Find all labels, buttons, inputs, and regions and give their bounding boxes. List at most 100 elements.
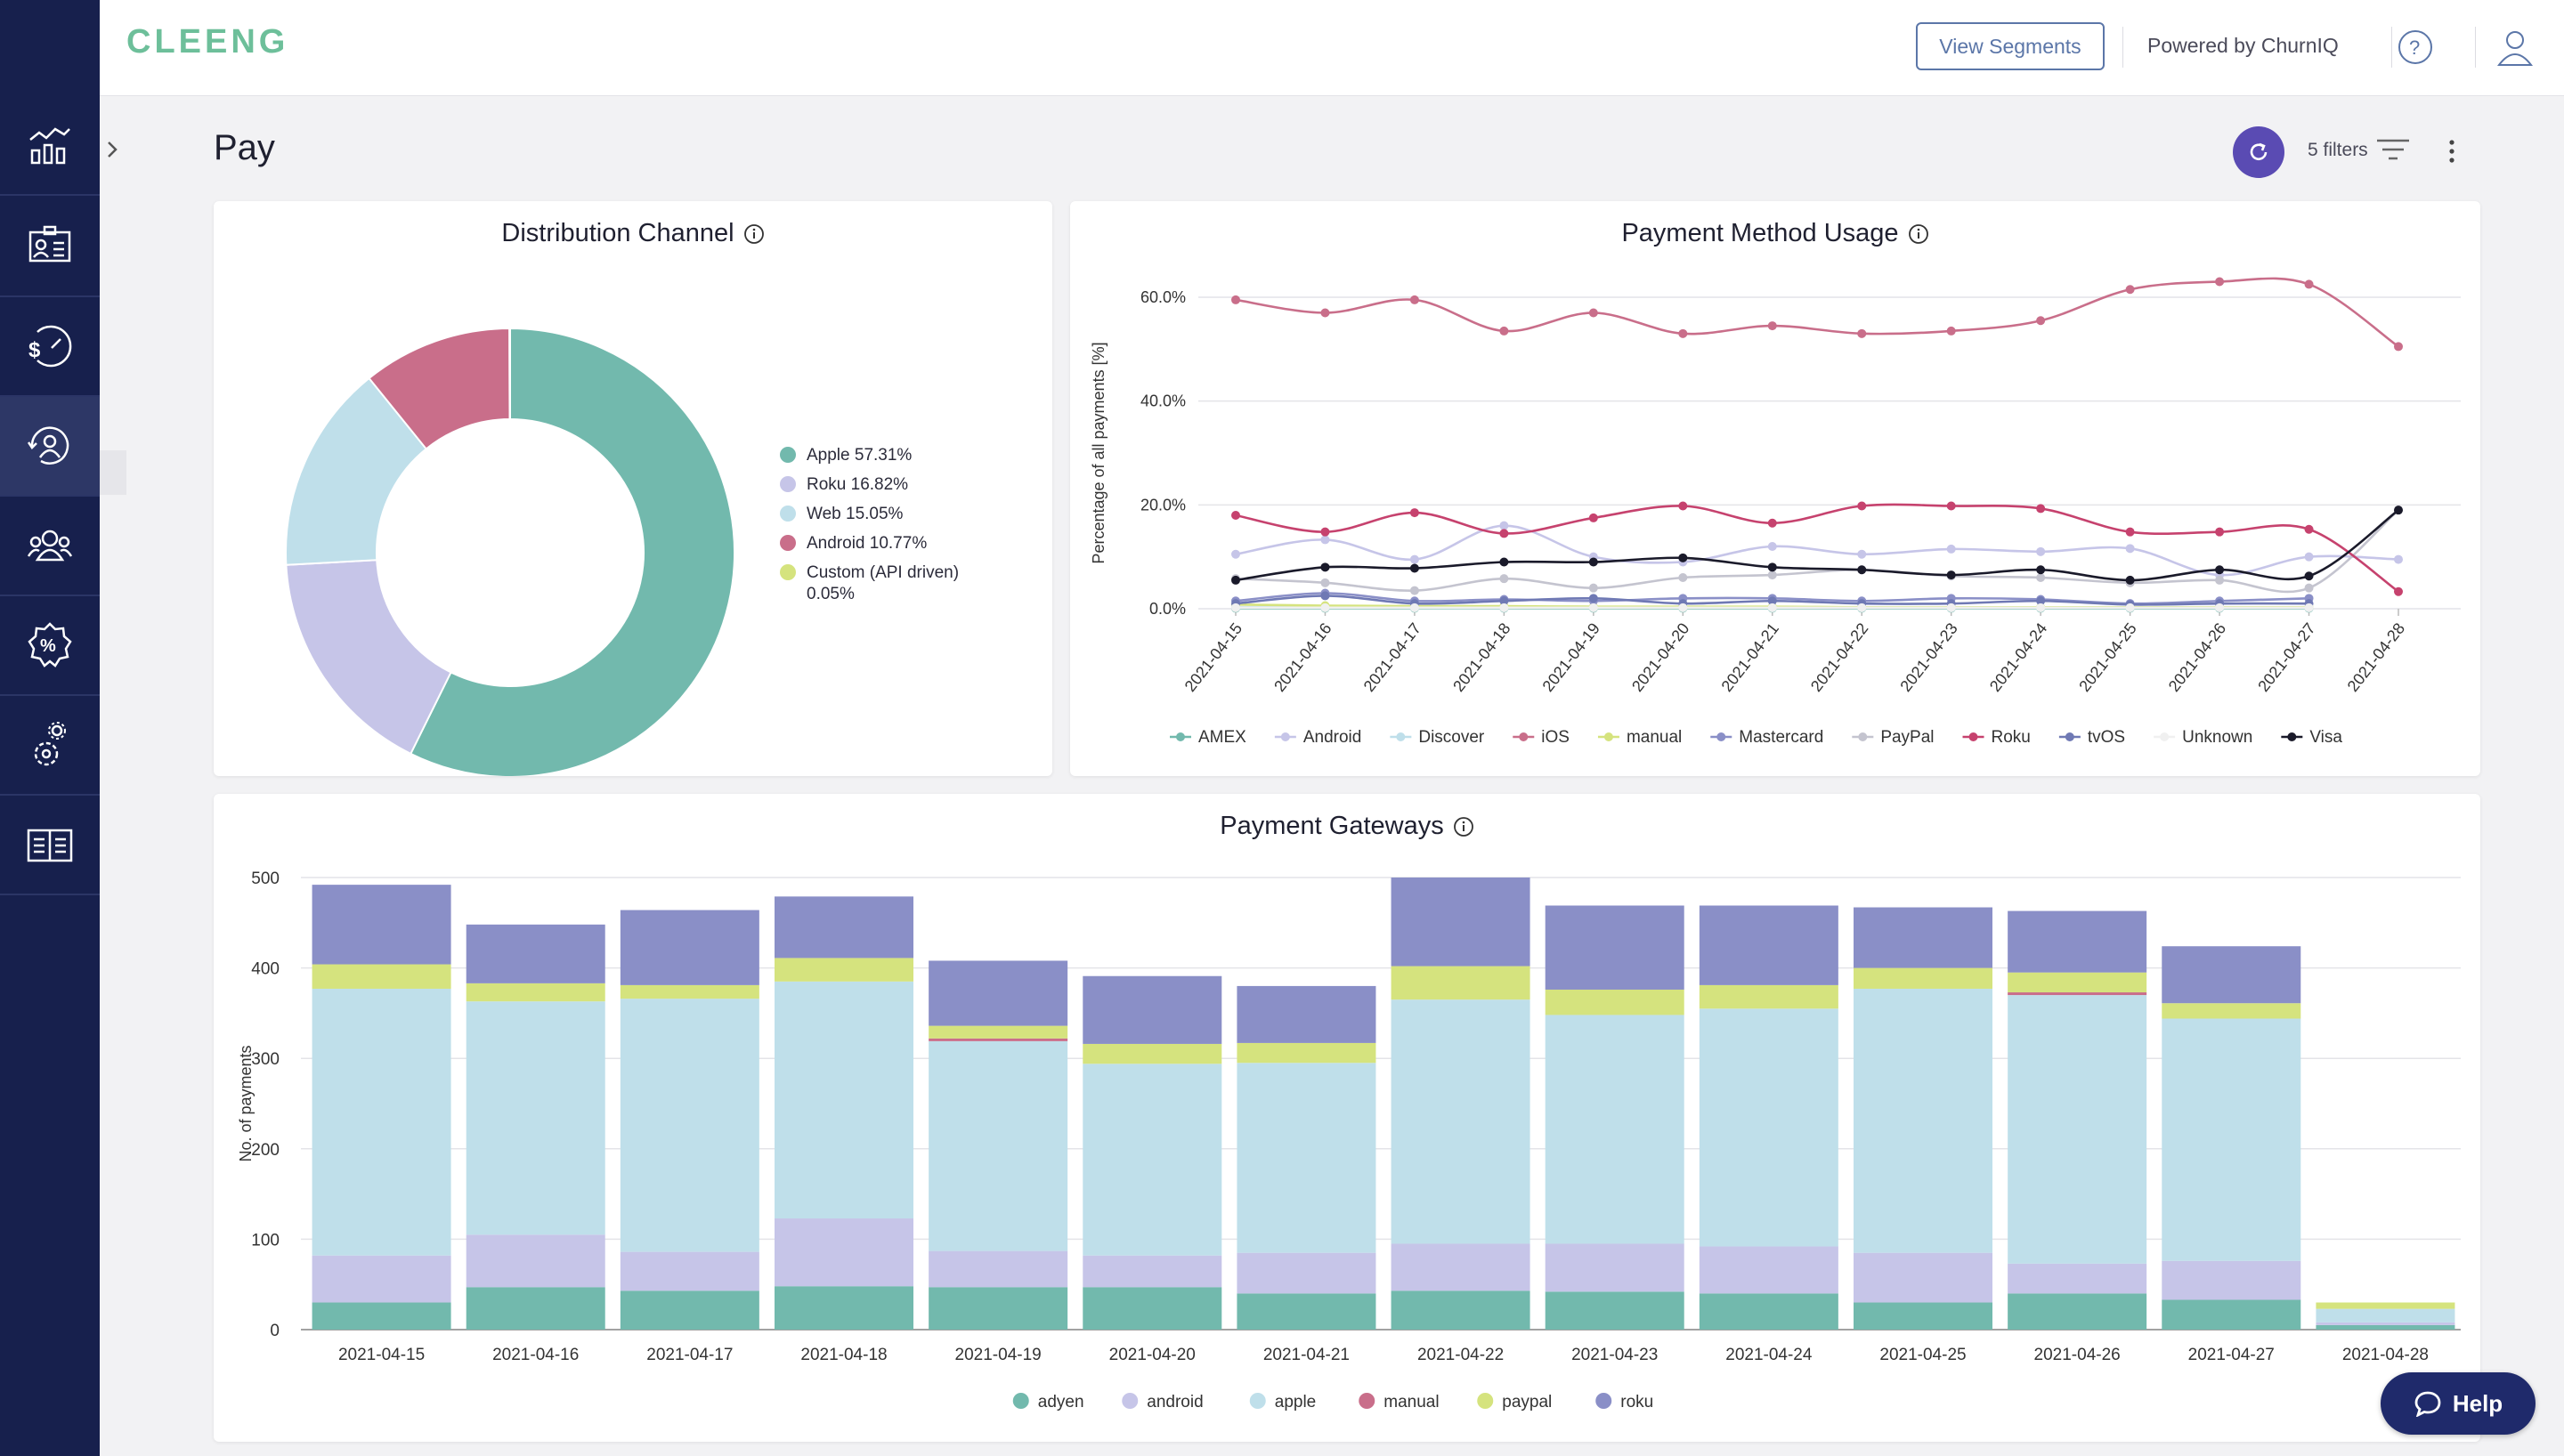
info-icon[interactable] [1453,816,1474,837]
bar-segment-android[interactable] [1391,1243,1530,1291]
data-point-roku[interactable] [1231,511,1240,520]
bar-segment-roku[interactable] [775,896,913,959]
more-options-icon[interactable] [2446,133,2457,169]
bar-segment-apple[interactable] [620,999,759,1252]
data-point-ios[interactable] [1499,326,1509,336]
sidebar-item-revenue[interactable]: $ [0,297,100,397]
bar-segment-roku[interactable] [1545,905,1684,990]
data-point-roku[interactable] [2394,586,2403,596]
data-point-ios[interactable] [1678,328,1688,338]
data-point-visa[interactable] [1409,563,1419,573]
legend-item[interactable]: PayPal [1852,728,1935,747]
bar-segment-android[interactable] [929,1250,1068,1288]
legend-item[interactable]: Roku [1962,728,2031,747]
bar-segment-android[interactable] [775,1218,913,1287]
data-point-tvos[interactable] [1320,591,1330,601]
data-point-roku[interactable] [2304,524,2314,534]
legend-item[interactable]: Visa [2281,728,2342,747]
data-point-unknown[interactable] [1231,603,1240,612]
data-point-android[interactable] [1320,535,1330,545]
data-point-ios[interactable] [1767,321,1777,331]
data-point-tvos[interactable] [1588,594,1598,603]
bar-segment-android[interactable] [1854,1252,1992,1303]
legend-item[interactable]: Android [1274,728,1362,747]
bar-segment-roku[interactable] [1854,907,1992,968]
sidebar-item-analytics[interactable] [0,96,100,196]
data-point-unknown[interactable] [1320,603,1330,612]
bar-segment-roku[interactable] [620,910,759,985]
bar-segment-adyen[interactable] [466,1287,605,1330]
bar-segment-apple[interactable] [775,981,913,1219]
cleeng-logo[interactable]: CLEENG [126,23,289,61]
data-point-visa[interactable] [2215,565,2225,575]
data-point-visa[interactable] [2125,575,2135,585]
legend-item[interactable]: paypal [1477,1393,1552,1412]
bar-segment-adyen[interactable] [775,1286,913,1330]
data-point-ios[interactable] [1857,328,1867,338]
refresh-button[interactable] [2233,126,2284,178]
legend-item[interactable]: adyen [1012,1393,1084,1412]
bar-segment-adyen[interactable] [1083,1287,1222,1330]
data-point-tvos[interactable] [1499,596,1509,606]
data-point-android[interactable] [2394,554,2403,564]
bar-segment-paypal[interactable] [775,958,913,982]
series-line-roku[interactable] [1235,503,2399,593]
data-point-ios[interactable] [2036,316,2046,326]
bar-segment-paypal[interactable] [1699,984,1838,1009]
data-point-paypal[interactable] [1767,570,1777,580]
bar-segment-paypal[interactable] [312,964,451,989]
sidebar-expand-button[interactable] [100,125,125,174]
data-point-roku[interactable] [2036,504,2046,514]
bar-segment-apple[interactable] [2316,1308,2455,1323]
sidebar-item-retention[interactable] [0,397,100,497]
bar-segment-apple[interactable] [1545,1015,1684,1244]
legend-item[interactable]: manual [1597,728,1682,747]
data-point-roku[interactable] [2215,527,2225,537]
bar-segment-android[interactable] [466,1234,605,1288]
data-point-visa[interactable] [1857,565,1867,575]
bar-segment-apple[interactable] [466,1001,605,1235]
filters-count[interactable]: 5 filters [2308,140,2368,160]
bar-segment-manual[interactable] [2008,992,2147,996]
data-point-ios[interactable] [1320,308,1330,318]
data-point-visa[interactable] [1767,562,1777,572]
legend-item[interactable]: apple [1249,1393,1317,1412]
data-point-visa[interactable] [1231,575,1240,585]
bar-segment-roku[interactable] [1699,905,1838,985]
data-point-android[interactable] [1231,549,1240,559]
legend-item[interactable]: iOS [1513,728,1570,747]
data-point-paypal[interactable] [1409,586,1419,595]
data-point-unknown[interactable] [1946,603,1956,612]
data-point-unknown[interactable] [1767,603,1777,612]
sidebar-item-customers[interactable] [0,198,100,297]
legend-item[interactable]: android [1122,1393,1204,1412]
sidebar-item-audience[interactable] [0,497,100,596]
data-point-visa[interactable] [1588,557,1598,567]
view-segments-button[interactable]: View Segments [1916,22,2105,70]
data-point-ios[interactable] [1409,295,1419,304]
series-line-paypal[interactable] [1235,509,2399,594]
data-point-unknown[interactable] [1857,603,1867,612]
bar-segment-apple[interactable] [1083,1064,1222,1256]
legend-item[interactable]: Custom (API driven) 0.05% [780,562,985,605]
bar-segment-roku[interactable] [466,924,605,983]
data-point-ios[interactable] [1946,326,1956,336]
donut-slice-web[interactable] [285,376,428,566]
help-circle-button[interactable]: ? [2391,23,2439,71]
donut-slice-custom-api-driven-[interactable] [508,327,511,421]
data-point-ios[interactable] [1231,295,1240,304]
data-point-unknown[interactable] [1409,603,1419,612]
data-point-visa[interactable] [1499,557,1509,567]
data-point-paypal[interactable] [1588,583,1598,593]
bar-segment-roku[interactable] [2162,946,2301,1004]
data-point-roku[interactable] [1409,508,1419,518]
legend-item[interactable]: Web 15.05% [780,504,985,525]
sidebar-item-offers[interactable]: % [0,596,100,696]
sidebar-item-docs[interactable] [0,796,100,895]
data-point-android[interactable] [2125,544,2135,554]
bar-segment-apple[interactable] [1237,1063,1376,1253]
data-point-paypal[interactable] [1499,574,1509,584]
bar-segment-apple[interactable] [2008,995,2147,1264]
donut-slice-roku[interactable] [285,559,452,756]
data-point-visa[interactable] [2036,565,2046,575]
